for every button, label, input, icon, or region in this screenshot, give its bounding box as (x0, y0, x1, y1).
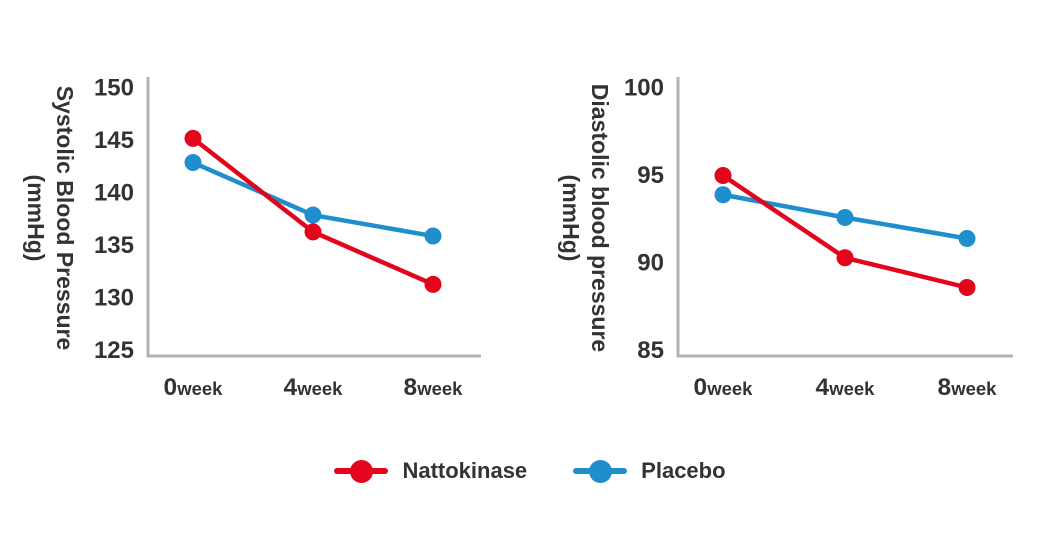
data-point-nattokinase-0week (184, 129, 202, 147)
axis-spines-chart-0 (146, 77, 481, 358)
placebo-legend-dot-icon (588, 459, 612, 483)
charts-svg: 150 145 140 135 130 125 0week 4week 8week 100 95 90… (94, 75, 1013, 401)
nattokinase-line-marker-icon (334, 458, 389, 484)
y-tick-label: 130 (94, 285, 134, 312)
x-tick-label: 4week (284, 374, 344, 401)
placebo-line-marker-icon (573, 458, 628, 484)
y-tick-label: 135 (94, 232, 134, 259)
legend-item-placebo: Placebo (573, 458, 726, 484)
y-tick-label: 90 (637, 250, 664, 277)
legend-label-placebo: Placebo (641, 458, 726, 483)
legend-item-nattokinase: Nattokinase (334, 458, 527, 484)
y-tick-label: 125 (94, 337, 134, 364)
data-point-nattokinase-8week (424, 275, 442, 293)
data-point-placebo-4week (304, 206, 322, 224)
y-tick-label: 95 (637, 162, 664, 189)
data-point-placebo-8week (424, 227, 442, 245)
nattokinase-legend-dot-icon (349, 459, 373, 483)
data-point-placebo-0week (184, 154, 202, 172)
axis-spines-chart-1 (676, 77, 1013, 358)
x-tick-label: 4week (816, 374, 876, 401)
data-point-nattokinase-0week (714, 167, 732, 184)
data-point-nattokinase-8week (958, 279, 976, 296)
data-point-placebo-0week (714, 186, 732, 204)
data-point-placebo-4week (836, 209, 854, 226)
x-tick-label: 8week (404, 374, 464, 401)
data-point-nattokinase-4week (304, 223, 322, 241)
legend-label-nattokinase: Nattokinase (402, 458, 528, 483)
data-point-nattokinase-4week (836, 249, 854, 267)
chart-legend: Nattokinase Placebo (0, 458, 1060, 484)
y-tick-label: 85 (637, 337, 664, 364)
x-tick-label: 0week (164, 374, 224, 401)
x-tick-label: 0week (694, 374, 754, 401)
y-tick-label: 100 (624, 75, 664, 102)
y-tick-label: 140 (94, 180, 134, 207)
y-tick-label: 150 (94, 75, 134, 102)
y-tick-label: 145 (94, 127, 134, 154)
data-point-placebo-8week (958, 230, 976, 247)
x-tick-label: 8week (938, 374, 998, 401)
